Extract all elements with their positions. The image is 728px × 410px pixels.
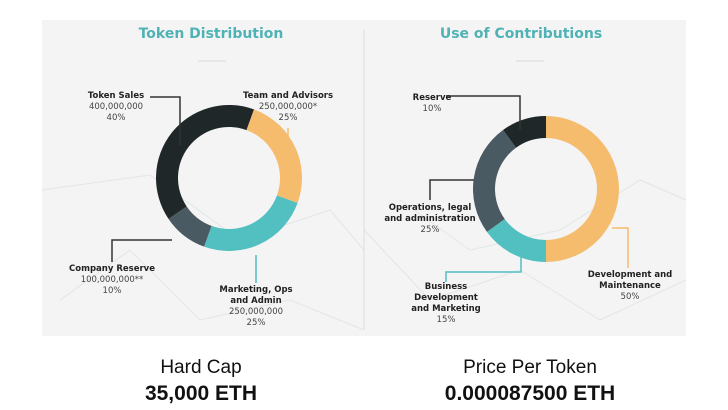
leader-line	[446, 95, 521, 130]
summary-value: 35,000 ETH	[144, 382, 258, 405]
percent-label: 10%	[422, 104, 442, 114]
leader-line	[429, 179, 474, 200]
leader-line	[612, 227, 629, 268]
percent-label: 25%	[420, 225, 440, 235]
summary-value: 0.000087500 ETH	[444, 382, 616, 405]
network-line	[59, 249, 365, 331]
token-amount: 100,000,000**	[80, 275, 144, 285]
donut-segment	[168, 206, 212, 247]
category-name: Development and Maintenance	[587, 270, 673, 291]
donut-segment	[546, 116, 619, 262]
leader-line	[445, 255, 522, 282]
segment-label: Business Development and Marketing 15%	[406, 282, 486, 326]
segment-label: Reserve 10%	[402, 93, 462, 115]
segment-label: Operations, legal and administration 25%	[380, 203, 480, 236]
percent-label: 15%	[436, 315, 456, 325]
chart-title: Use of Contributions	[439, 26, 603, 42]
percent-label: 25%	[278, 113, 298, 123]
percent-label: 25%	[246, 318, 266, 328]
summary-heading: Price Per Token	[463, 357, 597, 378]
token-amount: 400,000,000	[88, 102, 144, 112]
background-network	[41, 174, 687, 331]
chart-title: Token Distribution	[138, 26, 284, 42]
segment-label: Team and Advisors 250,000,000* 25%	[228, 91, 348, 124]
network-line	[399, 179, 687, 251]
segment-label: Marketing, Ops and Admin 250,000,000 25%	[216, 285, 296, 329]
token-amount: 250,000,000*	[258, 102, 318, 112]
donut-segment	[486, 218, 546, 262]
category-name: Reserve	[412, 93, 452, 103]
leader-line	[150, 96, 181, 145]
percent-label: 10%	[102, 286, 122, 296]
category-name: Team and Advisors	[242, 91, 334, 101]
leader-line	[111, 239, 172, 262]
donut-segment	[246, 109, 302, 203]
segment-label: Token Sales 400,000,000 40%	[71, 91, 161, 124]
category-name: Marketing, Ops and Admin	[219, 285, 293, 306]
summary-heading: Hard Cap	[160, 357, 242, 378]
segment-label: Company Reserve 100,000,000** 10%	[62, 264, 162, 297]
donut-segment	[204, 195, 298, 251]
category-name: Business Development and Marketing	[411, 282, 481, 314]
token-amount: 250,000,000	[228, 307, 284, 317]
donut-segment	[473, 129, 517, 232]
segment-label: Development and Maintenance 50%	[585, 270, 675, 303]
donut-segment	[503, 116, 546, 148]
category-name: Token Sales	[87, 91, 145, 101]
category-name: Company Reserve	[69, 264, 155, 274]
network-line	[363, 229, 687, 321]
category-name: Operations, legal and administration	[384, 203, 476, 224]
percent-label: 50%	[620, 292, 640, 302]
percent-label: 40%	[106, 113, 126, 123]
